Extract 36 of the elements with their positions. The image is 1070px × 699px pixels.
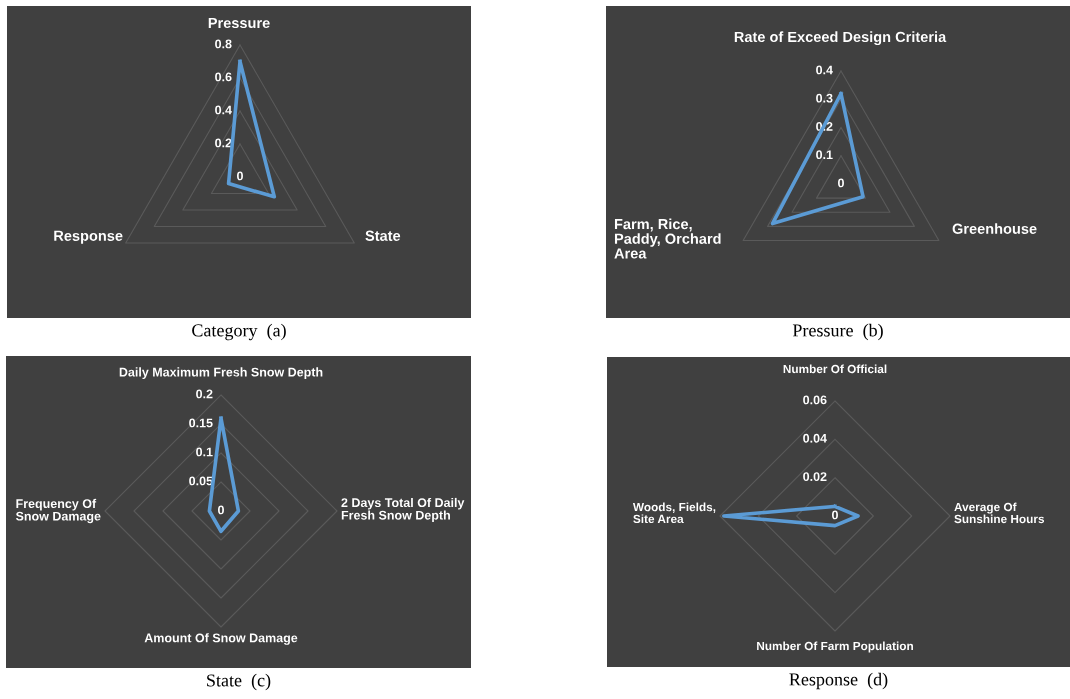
y-tick-label: 0 <box>237 171 243 181</box>
y-tick-label: 0.05 <box>189 476 213 486</box>
y-tick-label: 0.2 <box>196 389 213 399</box>
spoke-label: Farm, Rice, Paddy, Orchard Area <box>614 218 721 259</box>
spoke-label: 2 Days Total Of Daily Fresh Snow Depth <box>341 497 465 523</box>
spoke-label: State <box>365 230 401 241</box>
text: State (c) <box>207 673 271 691</box>
text: Response (d) <box>789 672 888 690</box>
y-tick-label: 0.4 <box>816 65 833 75</box>
y-tick-label: 0.04 <box>803 433 827 443</box>
text: Pressure (b) <box>792 323 883 341</box>
spoke-label: Number Of Farm Population <box>757 641 913 653</box>
spoke-label: Greenhouse <box>952 223 1037 234</box>
y-tick-label: 0.06 <box>803 395 827 405</box>
y-tick-label: 0.4 <box>215 105 232 115</box>
spoke-label: Woods, Fields, Site Area <box>632 502 716 524</box>
spoke-label: Pressure <box>208 17 270 29</box>
y-tick-label: 0.2 <box>215 138 232 148</box>
y-tick-label: 0.8 <box>215 39 232 49</box>
spoke-label: Amount Of Snow Damage <box>144 633 298 645</box>
y-tick-label: 0 <box>218 505 224 515</box>
spoke-label: Response <box>54 230 123 244</box>
y-tick-label: 0 <box>838 178 844 188</box>
y-tick-label: 0.15 <box>189 418 213 428</box>
text: Category (a) <box>192 323 286 341</box>
y-tick-label: 0.1 <box>196 447 213 457</box>
y-tick-label: 0.3 <box>816 93 833 103</box>
spoke-label: Frequency Of Snow Damage <box>15 498 101 524</box>
spoke-label: Rate of Exceed Design Criteria <box>734 31 947 45</box>
y-tick-label: 0.02 <box>803 472 827 482</box>
y-tick-label: 0.1 <box>816 150 833 160</box>
spoke-label: Daily Maximum Fresh Snow Depth <box>119 367 323 379</box>
spoke-label: Average Of Sunshine Hours <box>954 502 1045 524</box>
spoke-label: Number Of Official <box>783 364 887 374</box>
y-tick-label: 0 <box>832 510 838 520</box>
y-tick-label: 0.6 <box>215 72 232 82</box>
